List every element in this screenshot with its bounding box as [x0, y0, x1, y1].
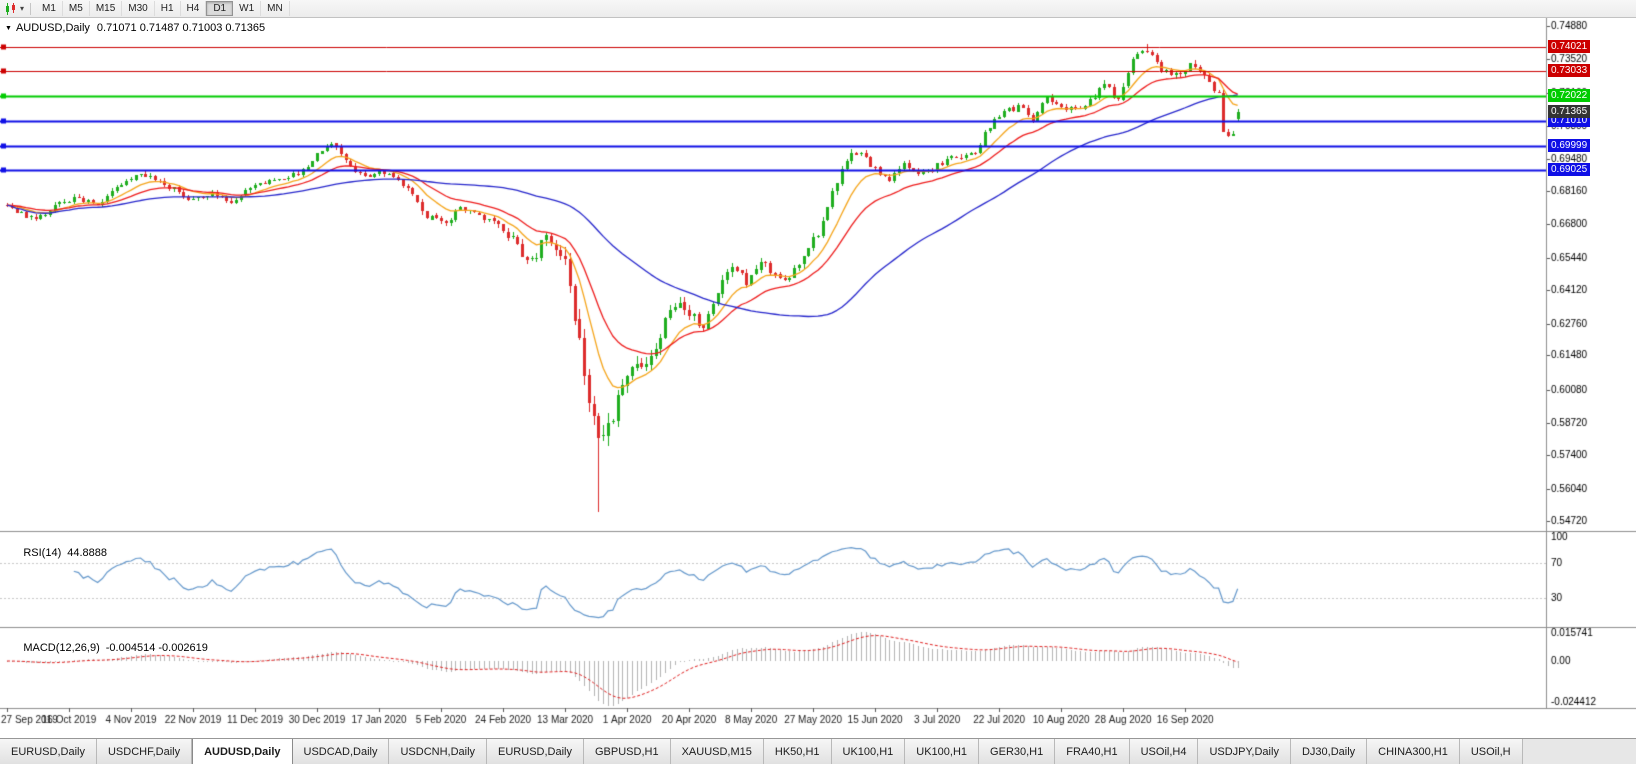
chart-title: ▼ AUDUSD,Daily 0.71071 0.71487 0.71003 0…	[5, 22, 265, 34]
chart-tab-fra40-h1[interactable]: FRA40,H1	[1055, 739, 1130, 764]
timeframe-buttons-group: M1 M5 M15 M30 H1 H4 D1 W1 MN	[36, 0, 290, 17]
chart-tab-uk100-h1[interactable]: UK100,H1	[831, 739, 906, 764]
chart-type-icon[interactable]	[3, 2, 19, 15]
chart-tab-usoil-h[interactable]: USOil,H	[1459, 739, 1523, 764]
chart-tab-eurusd-daily[interactable]: EURUSD,Daily	[0, 739, 97, 764]
rsi-name: RSI(14)	[23, 547, 62, 559]
chart-tab-bar: EURUSD,Daily USDCHF,Daily AUDUSD,Daily USDC…	[0, 738, 1636, 764]
timeframe-button-m1[interactable]: M1	[36, 1, 63, 16]
chart-tab-xauusd-m15[interactable]: XAUUSD,M15	[670, 739, 764, 764]
macd-indicator-label: MACD(12,26,9) -0.004514 -0.002619	[5, 630, 208, 666]
chart-tab-uk100-h1[interactable]: UK100,H1	[905, 739, 980, 764]
chart-tab-usdcnh-daily[interactable]: USDCNH,Daily	[389, 739, 488, 764]
timeframe-button-w1[interactable]: W1	[233, 1, 262, 16]
chart-tab-audusd-daily[interactable]: AUDUSD,Daily	[192, 739, 293, 764]
chart-tab-dj30-daily[interactable]: DJ30,Daily	[1290, 739, 1368, 764]
chart-ohlc-values: 0.71071 0.71487 0.71003 0.71365	[96, 22, 266, 34]
timeframe-button-m15[interactable]: M15	[90, 1, 123, 16]
chart-tab-eurusd-daily[interactable]: EURUSD,Daily	[487, 739, 584, 764]
timeframe-button-d1[interactable]: D1	[206, 1, 234, 16]
chart-tab-usdchf-daily[interactable]: USDCHF,Daily	[96, 739, 193, 764]
macd-name: MACD(12,26,9)	[23, 642, 100, 654]
timeframe-button-h4[interactable]: H4	[181, 1, 207, 16]
top-toolbar: ▾ M1 M5 M15 M30 H1 H4 D1 W1 MN	[0, 0, 1636, 18]
chart-tab-usdjpy-daily[interactable]: USDJPY,Daily	[1198, 739, 1291, 764]
macd-values: -0.004514 -0.002619	[105, 642, 208, 654]
chart-tab-usdcad-daily[interactable]: USDCAD,Daily	[292, 739, 390, 764]
toolbar-separator	[30, 2, 32, 15]
timeframe-button-mn[interactable]: MN	[261, 1, 290, 16]
chart-dropdown-caret-icon[interactable]: ▾	[20, 4, 25, 13]
chart-tab-hk50-h1[interactable]: HK50,H1	[763, 739, 832, 764]
chart-tab-china300-h1[interactable]: CHINA300,H1	[1367, 739, 1460, 764]
chart-tab-gbpusd-h1[interactable]: GBPUSD,H1	[584, 739, 671, 764]
rsi-indicator-label: RSI(14) 44.8888	[5, 535, 107, 571]
chart-symbol-period: AUDUSD,Daily	[15, 22, 90, 34]
timeframe-button-h1[interactable]: H1	[155, 1, 181, 16]
chart-collapse-icon[interactable]: ▼	[5, 24, 12, 32]
rsi-value: 44.8888	[67, 547, 108, 559]
chart-area: ▼ AUDUSD,Daily 0.71071 0.71487 0.71003 0…	[0, 18, 1636, 738]
candlestick-icon-glyph	[5, 2, 15, 15]
chart-tab-ger30-h1[interactable]: GER30,H1	[979, 739, 1056, 764]
timeframe-button-m5[interactable]: M5	[63, 1, 90, 16]
chart-tab-usoil-h4[interactable]: USOil,H4	[1129, 739, 1199, 764]
price-chart-canvas[interactable]	[0, 18, 1636, 738]
timeframe-button-m30[interactable]: M30	[122, 1, 155, 16]
